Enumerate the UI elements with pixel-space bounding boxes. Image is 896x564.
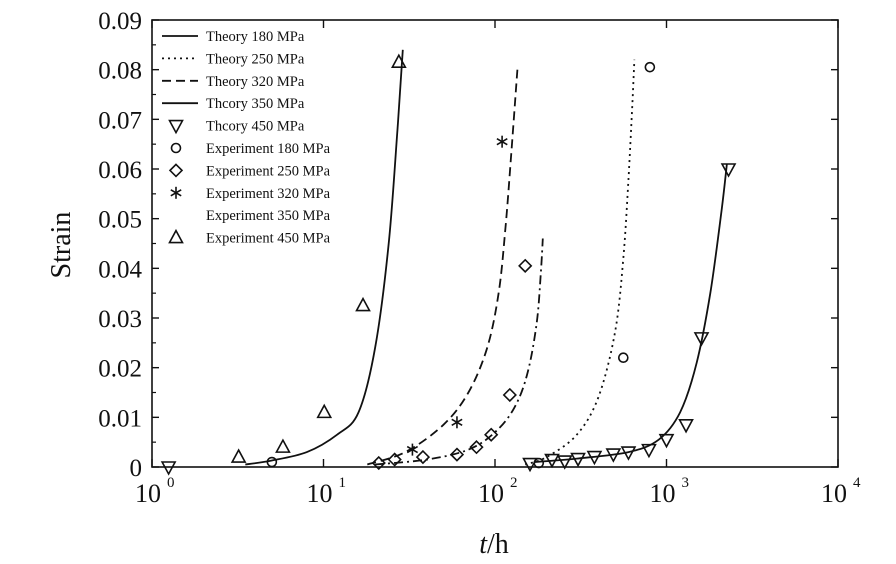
legend-marker <box>170 186 182 199</box>
legend: Theory 180 MPa Theory 250 MPa Theory 320 M… <box>162 29 331 247</box>
data-point <box>355 296 371 312</box>
legend-label: Theory 250 MPa <box>206 51 305 67</box>
y-tick-label: 0.01 <box>98 405 142 432</box>
data-point <box>275 438 291 453</box>
theory-curve <box>524 59 636 466</box>
theory-curve <box>245 49 404 466</box>
data-point <box>316 403 333 419</box>
x-tick-label-exponent: 3 <box>682 475 690 491</box>
legend-label: Experiment 250 MPa <box>206 163 331 179</box>
data-point <box>570 452 586 468</box>
data-point <box>391 53 407 69</box>
asterisk-stroke <box>451 418 463 426</box>
y-tick-label: 0.06 <box>98 157 142 184</box>
y-tick-label: 0.05 <box>98 207 142 234</box>
y-axis-title: Strain <box>46 212 77 279</box>
data-point <box>544 453 560 469</box>
x-axis-title-variable: t <box>479 529 488 560</box>
y-tick-label: 0.08 <box>98 58 142 85</box>
legend-label: Thcory 450 MPa <box>206 119 305 135</box>
data-point <box>620 446 637 461</box>
asterisk-stroke <box>170 189 182 197</box>
data-point <box>641 443 657 459</box>
data-point <box>678 418 694 434</box>
y-tick-label: 0.07 <box>98 107 142 134</box>
x-tick-label-exponent: 0 <box>167 475 175 491</box>
data-point <box>693 332 710 347</box>
legend-label: Experiment 320 MPa <box>206 186 331 202</box>
data-point <box>469 440 484 455</box>
data-point <box>484 427 499 442</box>
legend-marker <box>168 163 184 178</box>
x-tick-label: 10 <box>478 479 504 508</box>
theory-curve <box>367 69 519 466</box>
data-point <box>371 455 386 471</box>
theory-curves <box>245 49 728 466</box>
experiment-markers <box>160 53 737 476</box>
data-point <box>415 449 431 465</box>
data-point <box>230 448 247 463</box>
data-point <box>618 352 629 364</box>
legend-label: Experiment 450 MPa <box>206 231 331 247</box>
theory-curve <box>375 238 544 466</box>
data-point <box>406 443 419 456</box>
y-tick-label: 0.04 <box>98 256 142 283</box>
y-tick-label: 0.09 <box>98 8 142 35</box>
x-tick-label: 10 <box>307 479 333 508</box>
x-tick-label-exponent: 4 <box>853 475 861 491</box>
y-tick-label: 0.03 <box>98 306 142 333</box>
legend-marker <box>168 119 184 135</box>
data-point <box>449 447 465 462</box>
legend-label: Experiment 350 MPa <box>206 208 331 224</box>
y-tick-label: 0 <box>130 455 143 482</box>
asterisk-stroke <box>496 137 508 146</box>
data-point <box>586 450 603 466</box>
data-point <box>502 387 517 403</box>
x-axis-title: t/h <box>479 529 509 560</box>
data-point <box>644 61 656 73</box>
asterisk-stroke <box>406 445 419 454</box>
data-point <box>160 461 177 476</box>
data-point <box>266 456 278 468</box>
data-point <box>451 416 463 429</box>
data-point <box>658 433 675 449</box>
legend-marker <box>170 142 182 154</box>
x-tick-label: 10 <box>135 479 161 508</box>
data-point <box>605 448 622 463</box>
data-point <box>496 135 508 148</box>
legend-label: Theory 180 MPa <box>206 29 305 45</box>
data-point <box>387 452 402 467</box>
legend-label: Theory 320 MPa <box>206 74 305 90</box>
x-tick-label-exponent: 1 <box>339 475 347 491</box>
x-tick-label: 10 <box>650 479 676 508</box>
legend-marker <box>168 228 184 244</box>
data-point <box>720 163 737 178</box>
theory-curve <box>534 163 728 463</box>
x-axis-title-unit: /h <box>487 529 509 560</box>
data-point <box>522 457 538 473</box>
data-point <box>556 455 573 470</box>
data-point <box>518 258 533 273</box>
legend-label: Thcory 350 MPa <box>206 96 305 112</box>
x-tick-label: 10 <box>821 479 847 508</box>
y-tick-label: 0.02 <box>98 356 142 383</box>
legend-label: Experiment 180 MPa <box>206 141 331 157</box>
x-tick-label-exponent: 2 <box>510 475 518 491</box>
